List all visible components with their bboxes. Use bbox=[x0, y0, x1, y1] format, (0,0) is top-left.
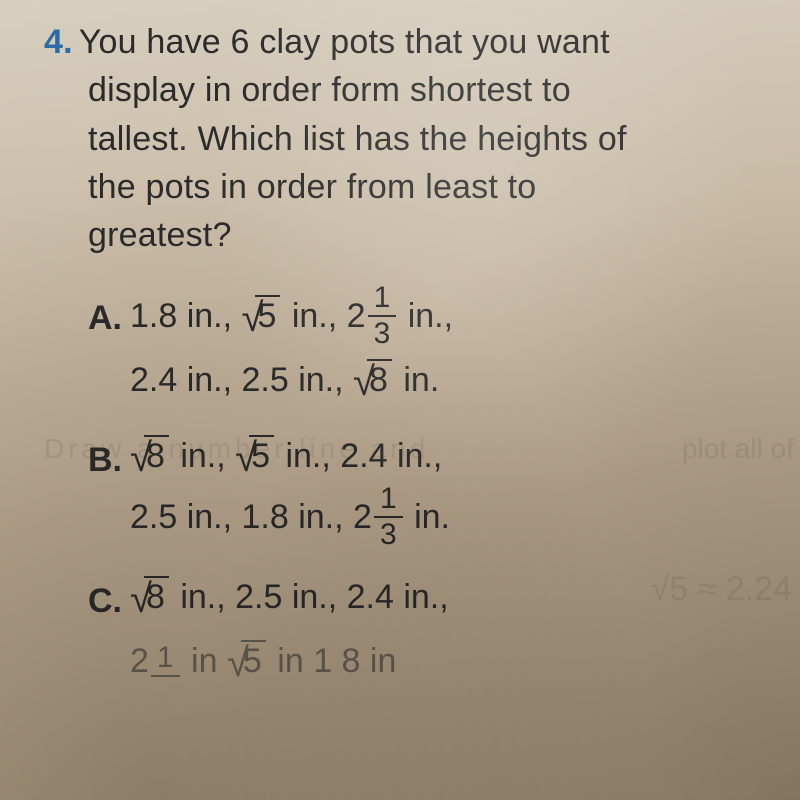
text: in., 2.5 in., 2.4 in., bbox=[171, 578, 449, 616]
answer-choices: A. 1.8 in., √5 in., 213 in., 2.4 in., 2.… bbox=[44, 259, 800, 691]
choice-a-row1: 1.8 in., √5 in., 213 in., bbox=[130, 285, 453, 351]
choice-c-values: √8 in., 2.5 in., 2.4 in., 21 in √5 in 1 … bbox=[130, 568, 449, 691]
radical-sign-icon: √ bbox=[353, 360, 369, 404]
fraction-denominator: 3 bbox=[368, 315, 397, 349]
sqrt-icon: √8 bbox=[353, 351, 394, 411]
choice-a-values: 1.8 in., √5 in., 213 in., 2.4 in., 2.5 i… bbox=[130, 285, 453, 411]
stem-text-3: tallest. Which list has the heights of bbox=[88, 115, 798, 163]
fraction-numerator: 1 bbox=[368, 283, 397, 315]
fraction: 13 bbox=[368, 283, 397, 349]
radical-sign-icon: √ bbox=[130, 436, 146, 480]
radical-sign-icon: √ bbox=[227, 641, 243, 685]
text: 2 bbox=[130, 642, 149, 680]
radicand: 8 bbox=[367, 359, 392, 399]
sqrt-icon: √5 bbox=[242, 287, 283, 347]
choice-b-row1: √8 in., √5 in., 2.4 in., bbox=[130, 427, 450, 487]
text: in., bbox=[398, 297, 453, 335]
text: 2.5 in., 1.8 in., 2 bbox=[130, 498, 372, 536]
radicand: 8 bbox=[144, 435, 169, 475]
stem-text-4: the pots in order from least to bbox=[88, 163, 798, 211]
fraction: 13 bbox=[374, 484, 403, 550]
fraction-denominator bbox=[151, 675, 180, 679]
radicand: 5 bbox=[241, 640, 266, 680]
stem-text-1: You have 6 clay pots that you want bbox=[79, 23, 610, 61]
sqrt-icon: √8 bbox=[130, 568, 171, 628]
fraction-numerator: 1 bbox=[151, 643, 180, 675]
sqrt-icon: √5 bbox=[235, 427, 276, 487]
choice-c-letter: C. bbox=[88, 568, 130, 621]
textbook-page: 4.You have 6 clay pots that you want dis… bbox=[0, 0, 800, 800]
radicand: 8 bbox=[144, 576, 169, 616]
text: in 1 8 in bbox=[268, 642, 397, 680]
fraction: 1 bbox=[151, 643, 180, 679]
stem-text-2: display in order form shortest to bbox=[88, 66, 798, 114]
text: in., bbox=[171, 437, 235, 475]
question-stem: 4.You have 6 clay pots that you want dis… bbox=[44, 18, 800, 259]
fraction-numerator: 1 bbox=[374, 484, 403, 516]
text: 2.4 in., 2.5 in., bbox=[130, 361, 353, 399]
choice-c: C. √8 in., 2.5 in., 2.4 in., 21 in √5 in… bbox=[88, 568, 800, 691]
choice-b-letter: B. bbox=[88, 427, 130, 480]
choice-c-row1: √8 in., 2.5 in., 2.4 in., bbox=[130, 568, 449, 628]
text: in. bbox=[405, 498, 450, 536]
text: in. bbox=[394, 361, 439, 399]
fraction-denominator: 3 bbox=[374, 516, 403, 550]
stem-text-5: greatest? bbox=[88, 211, 798, 259]
radical-sign-icon: √ bbox=[235, 436, 251, 480]
choice-a-row2: 2.4 in., 2.5 in., √8 in. bbox=[130, 351, 453, 411]
choice-b-values: √8 in., √5 in., 2.4 in., 2.5 in., 1.8 in… bbox=[130, 427, 450, 553]
stem-body: display in order form shortest to talles… bbox=[44, 66, 798, 259]
choice-c-row2: 21 in √5 in 1 8 in bbox=[130, 632, 449, 692]
question-number: 4. bbox=[44, 23, 73, 61]
radical-sign-icon: √ bbox=[130, 577, 146, 621]
text: in bbox=[182, 642, 227, 680]
question-line-1: 4.You have 6 clay pots that you want bbox=[44, 18, 798, 66]
text: in., 2 bbox=[282, 297, 365, 335]
sqrt-icon: √5 bbox=[227, 632, 268, 692]
choice-a: A. 1.8 in., √5 in., 213 in., 2.4 in., 2.… bbox=[88, 285, 800, 411]
text: in., 2.4 in., bbox=[276, 437, 442, 475]
choice-b: B. √8 in., √5 in., 2.4 in., 2.5 in., 1.8… bbox=[88, 427, 800, 553]
radicand: 5 bbox=[249, 435, 274, 475]
choice-b-row2: 2.5 in., 1.8 in., 213 in. bbox=[130, 486, 450, 552]
text: 1.8 in., bbox=[130, 297, 242, 335]
sqrt-icon: √8 bbox=[130, 427, 171, 487]
radicand: 5 bbox=[255, 295, 280, 335]
radical-sign-icon: √ bbox=[242, 296, 258, 340]
choice-a-letter: A. bbox=[88, 285, 130, 338]
